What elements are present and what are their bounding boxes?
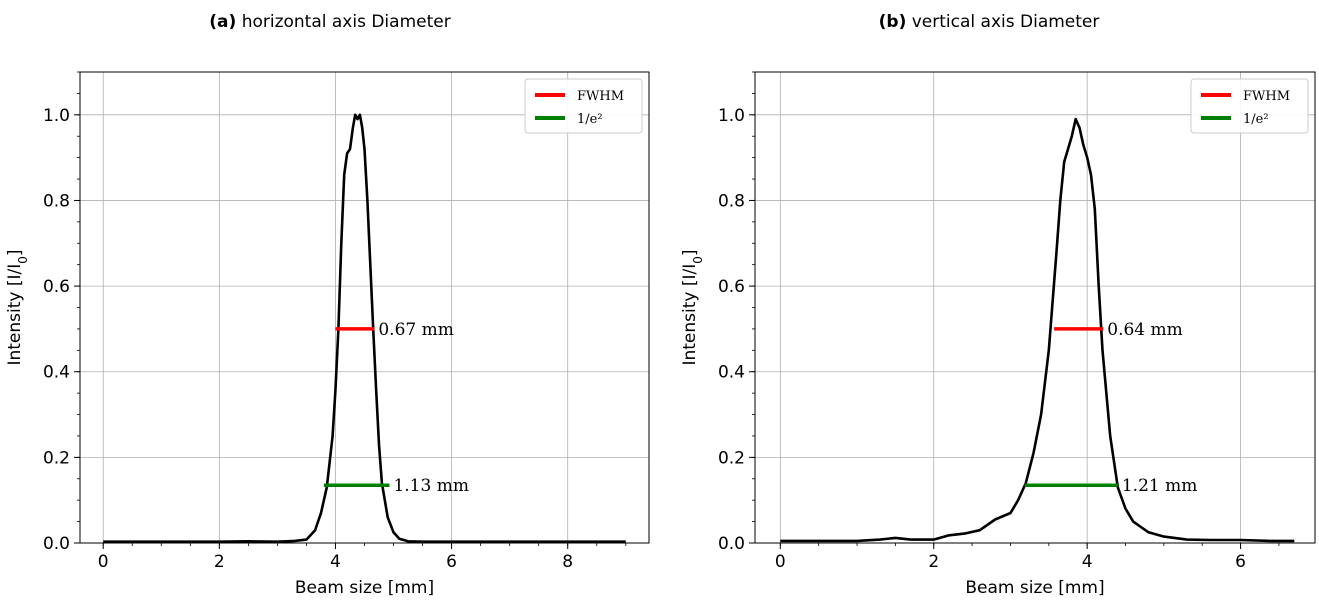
y-axis-label-subscript: 0 xyxy=(691,256,705,264)
legend-label: 1/e² xyxy=(577,112,603,127)
x-tick-label: 4 xyxy=(1082,552,1093,572)
beam-profile-line xyxy=(780,117,1295,543)
e2-annotation: 1.21 mm xyxy=(1122,476,1198,496)
y-tick-label: 0.6 xyxy=(43,277,70,297)
x-axis-label: Beam size [mm] xyxy=(965,578,1104,598)
y-tick-label: 0.4 xyxy=(43,363,70,383)
x-tick-label: 8 xyxy=(562,552,573,572)
panel-title-text: vertical axis Diameter xyxy=(911,12,1100,32)
x-tick-label: 0 xyxy=(775,552,786,572)
y-tick-label: 1.0 xyxy=(43,106,70,126)
panel-tag: (b) xyxy=(878,12,907,32)
y-tick-label: 0.0 xyxy=(43,534,70,554)
x-tick-label: 2 xyxy=(928,552,939,572)
y-axis-label: Intensity [I/I0] xyxy=(680,249,705,365)
x-tick-label: 4 xyxy=(330,552,341,572)
y-tick-label: 0.2 xyxy=(718,448,745,468)
y-tick-label: 0.6 xyxy=(718,277,745,297)
legend-label: FWHM xyxy=(1243,89,1290,104)
chart-svg: 0 2 4 6 8 0.0 0.2 0.4 0.6 0.8 1.0 Beam size [mm] Int… xyxy=(5,71,650,598)
chart-panel-horizontal: (a) horizontal axis Diameter 0 2 4 6 8 0.0 0.2… xyxy=(0,12,660,598)
axes-frame xyxy=(79,71,650,544)
chart-panel-vertical: (b) vertical axis Diameter 0 2 4 6 0.0 0.2 0.4… xyxy=(659,0,1319,605)
axes-frame xyxy=(754,71,1316,544)
y-tick-label: 0.8 xyxy=(43,191,70,211)
panel-title-text: horizontal axis Diameter xyxy=(241,12,451,32)
x-tick-label: 0 xyxy=(98,552,109,572)
beam-profile-line xyxy=(103,113,626,544)
panel-tag: (a) xyxy=(209,12,237,32)
y-axis-label-subscript: 0 xyxy=(16,256,30,264)
y-tick-label: 0.2 xyxy=(43,448,70,468)
x-tick-label: 6 xyxy=(1235,552,1246,572)
fwhm-annotation: 0.64 mm xyxy=(1107,320,1183,340)
chart-svg: 0 2 4 6 0.0 0.2 0.4 0.6 0.8 1.0 Beam size [mm] Inte… xyxy=(680,71,1316,598)
x-axis-label: Beam size [mm] xyxy=(295,578,434,598)
x-tick-label: 2 xyxy=(214,552,225,572)
y-axis-label: Intensity [I/I0] xyxy=(5,249,30,365)
y-tick-label: 0.0 xyxy=(718,534,745,554)
fwhm-annotation: 0.67 mm xyxy=(378,320,454,340)
legend-label: 1/e² xyxy=(1243,112,1269,127)
panel-title: (b) vertical axis Diameter xyxy=(659,12,1319,32)
y-tick-label: 0.4 xyxy=(718,363,745,383)
y-tick-label: 0.8 xyxy=(718,191,745,211)
panel-title: (a) horizontal axis Diameter xyxy=(0,12,660,32)
legend-label: FWHM xyxy=(577,89,624,104)
e2-annotation: 1.13 mm xyxy=(393,476,469,496)
x-tick-label: 6 xyxy=(446,552,457,572)
y-tick-label: 1.0 xyxy=(718,106,745,126)
